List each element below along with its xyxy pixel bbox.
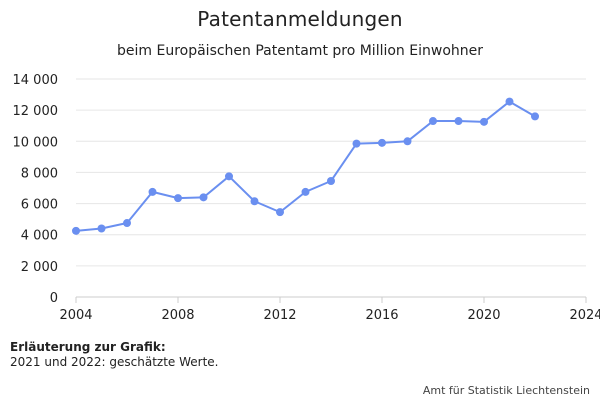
y-tick-label: 2 000 — [21, 260, 58, 275]
data-point — [454, 117, 463, 126]
y-tick-label: 14 000 — [13, 73, 59, 88]
data-point — [199, 193, 208, 202]
note-title: Erläuterung zur Grafik: — [10, 340, 166, 354]
x-tick-label: 2012 — [263, 308, 296, 323]
x-tick-label: 2008 — [161, 308, 194, 323]
data-point — [225, 172, 233, 181]
data-point — [97, 224, 106, 233]
data-point — [352, 139, 361, 148]
data-point — [429, 117, 437, 126]
data-point — [378, 138, 386, 147]
x-tick-label: 2016 — [365, 308, 398, 323]
y-tick-label: 6 000 — [21, 198, 58, 213]
data-point — [123, 219, 131, 228]
x-tick-label: 2024 — [569, 308, 600, 323]
y-tick-label: 10 000 — [13, 135, 59, 150]
y-tick-label: 12 000 — [13, 104, 59, 119]
data-point — [276, 208, 284, 217]
data-point — [403, 137, 412, 146]
data-point — [301, 187, 310, 196]
data-point — [72, 226, 80, 235]
data-point — [480, 117, 488, 126]
data-point — [148, 187, 157, 196]
note-text: 2021 und 2022: geschätzte Werte. — [10, 355, 219, 369]
source-label: Amt für Statistik Liechtenstein — [422, 384, 590, 397]
data-point — [531, 112, 539, 121]
series-line — [75, 100, 536, 232]
y-tick-label: 8 000 — [21, 166, 58, 181]
chart-subtitle: beim Europäischen Patentamt pro Million … — [117, 43, 483, 59]
line-chart: 0 2 000 4 000 6 000 8 000 10 000 12 000 14 000 2… — [13, 73, 600, 323]
y-tick-label: 0 — [50, 291, 58, 306]
data-point — [250, 197, 259, 206]
data-point — [174, 194, 182, 203]
data-point — [327, 176, 335, 185]
y-tick-label: 4 000 — [21, 229, 58, 244]
data-point — [505, 97, 514, 106]
chart-title: Patentanmeldungen — [197, 7, 403, 31]
x-tick-label: 2020 — [467, 308, 500, 323]
x-tick-label: 2004 — [59, 308, 92, 323]
